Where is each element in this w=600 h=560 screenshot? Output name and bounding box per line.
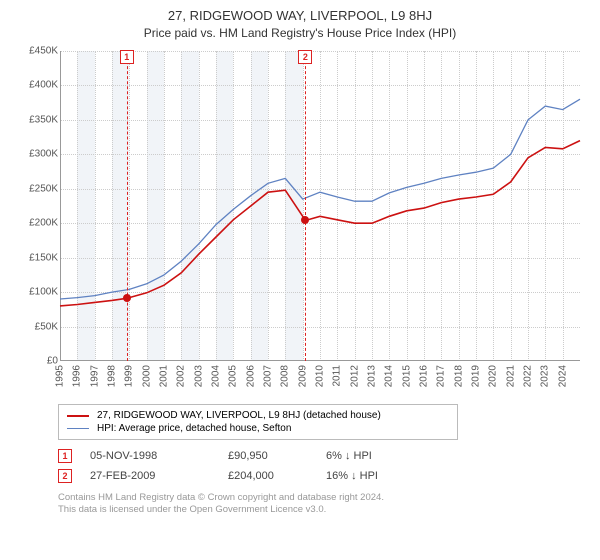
legend-item: HPI: Average price, detached house, Seft… [67, 422, 449, 435]
sales-table: 1 05-NOV-1998 £90,950 6% ↓ HPI 2 27-FEB-2009 £… [58, 446, 590, 486]
y-axis-label: £400K [10, 80, 58, 91]
sales-date: 27-FEB-2009 [90, 470, 210, 482]
footer-line1: Contains HM Land Registry data © Crown c… [58, 492, 590, 504]
x-axis-label: 2019 [471, 365, 482, 387]
event-dash-line [127, 51, 128, 361]
sales-marker-box: 2 [58, 469, 72, 483]
sales-row: 1 05-NOV-1998 £90,950 6% ↓ HPI [58, 446, 590, 466]
y-axis-label: £50K [10, 321, 58, 332]
x-axis-label: 1995 [55, 365, 66, 387]
legend-box: 27, RIDGEWOOD WAY, LIVERPOOL, L9 8HJ (de… [58, 404, 458, 440]
x-axis-label: 2007 [263, 365, 274, 387]
sales-price: £90,950 [228, 450, 308, 462]
event-marker-box: 2 [298, 50, 312, 64]
x-axis-label: 2003 [193, 365, 204, 387]
y-axis-label: £250K [10, 183, 58, 194]
chart-title: 27, RIDGEWOOD WAY, LIVERPOOL, L9 8HJ [10, 8, 590, 23]
y-axis-label: £300K [10, 149, 58, 160]
sales-row: 2 27-FEB-2009 £204,000 16% ↓ HPI [58, 466, 590, 486]
x-axis-label: 2005 [228, 365, 239, 387]
chart-subtitle: Price paid vs. HM Land Registry's House … [10, 26, 590, 40]
footer-line2: This data is licensed under the Open Gov… [58, 504, 590, 516]
y-axis-label: £0 [10, 356, 58, 367]
x-axis-label: 2022 [523, 365, 534, 387]
sales-delta: 6% ↓ HPI [326, 450, 426, 462]
x-axis-label: 2004 [211, 365, 222, 387]
y-axis-label: £100K [10, 287, 58, 298]
event-data-point [123, 294, 131, 302]
x-axis-label: 2006 [245, 365, 256, 387]
x-axis-label: 2024 [557, 365, 568, 387]
x-axis-label: 2011 [332, 365, 343, 387]
x-axis-label: 2010 [315, 365, 326, 387]
x-axis-label: 2012 [349, 365, 360, 387]
x-axis-label: 2018 [453, 365, 464, 387]
x-axis-label: 2023 [540, 365, 551, 387]
y-axis-label: £150K [10, 252, 58, 263]
legend-label: HPI: Average price, detached house, Seft… [97, 423, 291, 434]
chart-area: 1 2 £0 £50K £100K £150K £200K £250K £300K £350K £… [10, 46, 590, 396]
x-axis-label: 2013 [367, 365, 378, 387]
event-marker-box: 1 [120, 50, 134, 64]
y-axis-label: £200K [10, 218, 58, 229]
x-axis-label: 1998 [107, 365, 118, 387]
legend-label: 27, RIDGEWOOD WAY, LIVERPOOL, L9 8HJ (de… [97, 410, 381, 421]
x-axis-label: 2000 [141, 365, 152, 387]
x-axis-label: 2009 [297, 365, 308, 387]
x-axis-label: 2020 [488, 365, 499, 387]
y-axis-label: £350K [10, 114, 58, 125]
x-axis-label: 2001 [159, 365, 170, 387]
series-line [60, 99, 580, 299]
legend-swatch [67, 415, 89, 417]
series-line [60, 141, 580, 306]
legend-item: 27, RIDGEWOOD WAY, LIVERPOOL, L9 8HJ (de… [67, 409, 449, 422]
footer-attribution: Contains HM Land Registry data © Crown c… [58, 492, 590, 517]
sales-delta: 16% ↓ HPI [326, 470, 426, 482]
x-axis-label: 2017 [436, 365, 447, 387]
sales-price: £204,000 [228, 470, 308, 482]
event-dash-line [305, 51, 306, 361]
x-axis-label: 1997 [89, 365, 100, 387]
x-axis-label: 2016 [419, 365, 430, 387]
legend-swatch [67, 428, 89, 429]
event-data-point [301, 216, 309, 224]
x-axis-label: 2008 [280, 365, 291, 387]
x-axis-label: 2015 [401, 365, 412, 387]
x-axis-label: 2014 [384, 365, 395, 387]
x-axis-label: 2002 [176, 365, 187, 387]
x-axis-label: 2021 [505, 365, 516, 387]
y-axis-label: £450K [10, 46, 58, 57]
sales-marker-box: 1 [58, 449, 72, 463]
chart-lines [60, 51, 580, 361]
x-axis-label: 1999 [124, 365, 135, 387]
sales-date: 05-NOV-1998 [90, 450, 210, 462]
x-axis-label: 1996 [72, 365, 83, 387]
